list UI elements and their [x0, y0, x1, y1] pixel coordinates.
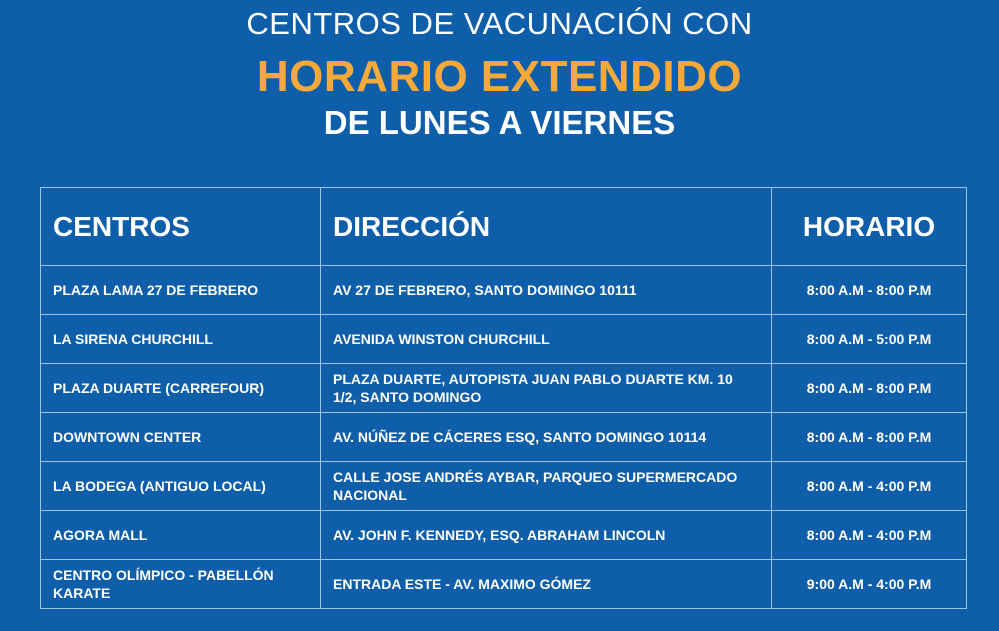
- cell-centro: DOWNTOWN CENTER: [40, 412, 321, 462]
- table-row: DOWNTOWN CENTER AV. NÚÑEZ DE CÁCERES ESQ,…: [40, 412, 967, 462]
- table-row: LA SIRENA CHURCHILL AVENIDA WINSTON CHURC…: [40, 314, 967, 364]
- table-row: PLAZA LAMA 27 DE FEBRERO AV 27 DE FEBRERO…: [40, 265, 967, 315]
- title-subtitle: DE LUNES A VIERNES: [323, 104, 676, 141]
- cell-horario: 8:00 A.M - 4:00 P.M: [771, 510, 967, 560]
- cell-centro: LA BODEGA (ANTIGUO LOCAL): [40, 461, 321, 511]
- cell-horario: 8:00 A.M - 8:00 P.M: [771, 363, 967, 413]
- cell-centro: PLAZA LAMA 27 DE FEBRERO: [40, 265, 321, 315]
- cell-horario: 8:00 A.M - 4:00 P.M: [771, 461, 967, 511]
- cell-direccion: AV 27 DE FEBRERO, SANTO DOMINGO 10111: [320, 265, 772, 315]
- cell-direccion: AV. NÚÑEZ DE CÁCERES ESQ, SANTO DOMINGO …: [320, 412, 772, 462]
- vaccination-centers-table: CENTROS DIRECCIÓN HORARIO PLAZA LAMA 27 …: [40, 187, 967, 609]
- title-highlight: HORARIO EXTENDIDO: [256, 52, 743, 101]
- cell-centro: PLAZA DUARTE (CARREFOUR): [40, 363, 321, 413]
- table-row: AGORA MALL AV. JOHN F. KENNEDY, ESQ. ABRA…: [40, 510, 967, 560]
- title-line-1: CENTROS DE VACUNACIÓN CON: [246, 6, 753, 41]
- cell-direccion: ENTRADA ESTE - AV. MAXIMO GÓMEZ: [320, 559, 772, 609]
- column-header-direccion: DIRECCIÓN: [320, 187, 772, 266]
- table-row: LA BODEGA (ANTIGUO LOCAL) CALLE JOSE ANDR…: [40, 461, 967, 511]
- cell-horario: 8:00 A.M - 8:00 P.M: [771, 265, 967, 315]
- column-header-centros: CENTROS: [40, 187, 321, 266]
- cell-horario: 8:00 A.M - 5:00 P.M: [771, 314, 967, 364]
- cell-direccion: AV. JOHN F. KENNEDY, ESQ. ABRAHAM LINCOL…: [320, 510, 772, 560]
- cell-direccion: CALLE JOSE ANDRÉS AYBAR, PARQUEO SUPERME…: [320, 461, 772, 511]
- cell-centro: AGORA MALL: [40, 510, 321, 560]
- cell-direccion: PLAZA DUARTE, AUTOPISTA JUAN PABLO DUART…: [320, 363, 772, 413]
- cell-horario: 9:00 A.M - 4:00 P.M: [771, 559, 967, 609]
- cell-centro: CENTRO OLÍMPICO - PABELLÓN KARATE: [40, 559, 321, 609]
- table-row: PLAZA DUARTE (CARREFOUR) PLAZA DUARTE, AU…: [40, 363, 967, 413]
- table-row: CENTRO OLÍMPICO - PABELLÓN KARATE ENTRADA…: [40, 559, 967, 609]
- table-header-row: CENTROS DIRECCIÓN HORARIO: [40, 187, 967, 266]
- cell-direccion: AVENIDA WINSTON CHURCHILL: [320, 314, 772, 364]
- cell-horario: 8:00 A.M - 8:00 P.M: [771, 412, 967, 462]
- cell-centro: LA SIRENA CHURCHILL: [40, 314, 321, 364]
- column-header-horario: HORARIO: [771, 187, 967, 266]
